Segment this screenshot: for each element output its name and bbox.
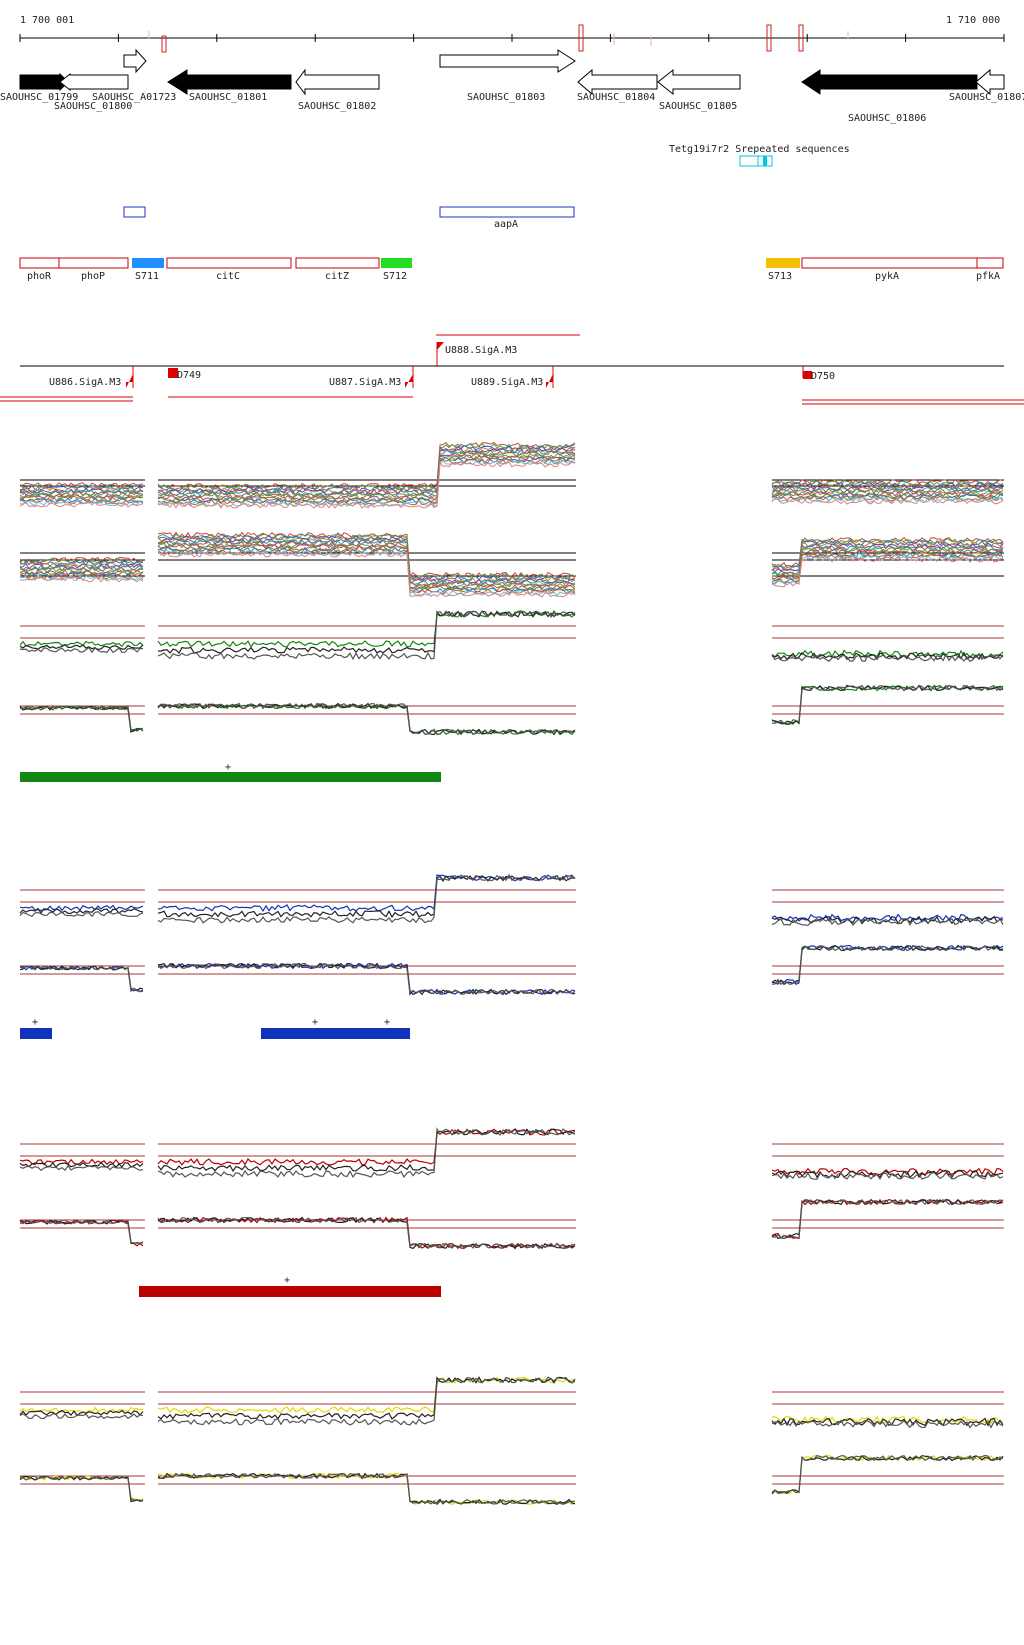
feature-track: phoR phoP S711 citC citZ S712 S713 pykA <box>19 257 1004 282</box>
blue-segment-bars[interactable]: + + + <box>20 1017 410 1039</box>
feature-citZ[interactable]: citZ <box>295 257 380 282</box>
gene-SAOUHSC_01807[interactable]: SAOUHSC_01807 <box>949 68 1024 103</box>
gene-label: SAOUHSC_01799 <box>0 92 78 103</box>
feature-S711[interactable]: S711 <box>132 258 164 282</box>
gene-label: SAOUHSC_01805 <box>659 101 737 112</box>
feature-S713[interactable]: S713 <box>766 258 800 282</box>
protein-track: aapA <box>123 206 575 230</box>
svg-text:citZ: citZ <box>325 271 349 282</box>
svg-text:S711: S711 <box>135 271 159 282</box>
svg-text:pfkA: pfkA <box>976 271 1000 282</box>
gene-label: SAOUHSC_A01723 <box>92 92 176 103</box>
ruler-ticks <box>19 34 1005 42</box>
feature-S712[interactable]: S712 <box>381 258 412 282</box>
svg-text:S712: S712 <box>383 271 407 282</box>
protein-box-aapA[interactable] <box>439 206 575 218</box>
gene-label: SAOUHSC_01802 <box>298 101 376 112</box>
gene-SAOUHSC_01803[interactable]: SAOUHSC_01803 <box>439 49 576 103</box>
gene-label: SAOUHSC_01806 <box>848 113 926 124</box>
ruler-end-label: 1 710 000 <box>946 15 1000 26</box>
protein-box-small[interactable] <box>123 206 146 218</box>
promoter-U888[interactable]: U888.SigA.M3 <box>436 342 517 366</box>
promoter-track: U886.SigA.M3 D749 U887.SigA.M3 U888.SigA… <box>0 334 1024 405</box>
feature-pykA[interactable]: pykA <box>801 257 978 282</box>
gene-label: SAOUHSC_01804 <box>577 92 655 103</box>
svg-text:S713: S713 <box>768 271 792 282</box>
svg-text:D750: D750 <box>811 371 835 382</box>
svg-text:U889.SigA.M3: U889.SigA.M3 <box>471 377 543 388</box>
svg-text:phoR: phoR <box>27 271 52 282</box>
red-segment-bar[interactable]: + <box>139 1275 441 1297</box>
repeat-track: Tetg19i7r2 Srepeated sequences <box>669 144 850 167</box>
ruler-highlight-marks <box>148 24 849 53</box>
svg-text:+: + <box>312 1017 318 1028</box>
multi-condition-profiles <box>19 441 1004 598</box>
coordinate-ruler: 1 700 001 1 710 000 <box>19 15 1005 53</box>
feature-phoR[interactable]: phoR <box>19 257 60 282</box>
svg-text:+: + <box>384 1017 390 1028</box>
svg-text:+: + <box>32 1017 38 1028</box>
green-profile-panel <box>19 609 1004 736</box>
gene-SAOUHSC_01802[interactable]: SAOUHSC_01802 <box>295 68 380 112</box>
ruler-start-label: 1 700 001 <box>20 15 74 26</box>
gene-track: SAOUHSC_01799 SAOUHSC_01800 SAOUHSC_A017… <box>0 48 1024 124</box>
blue-profile-panel <box>19 873 1004 996</box>
green-segment-bar[interactable]: + <box>20 762 441 782</box>
repeats-label: Tetg19i7r2 Srepeated sequences <box>669 144 850 155</box>
gene-label: SAOUHSC_01801 <box>189 92 267 103</box>
expression-tracks <box>19 441 1004 1506</box>
svg-text:+: + <box>225 762 231 773</box>
gene-SAOUHSC_01801[interactable]: SAOUHSC_01801 <box>167 69 292 103</box>
svg-text:citC: citC <box>216 271 240 282</box>
protein-label: aapA <box>494 219 518 230</box>
gene-SAOUHSC_01800[interactable]: SAOUHSC_01800 <box>54 72 132 112</box>
svg-text:U886.SigA.M3: U886.SigA.M3 <box>49 377 121 388</box>
svg-text:pykA: pykA <box>875 271 899 282</box>
gene-SAOUHSC_01799[interactable]: SAOUHSC_01799 <box>0 72 78 103</box>
promoter-D750[interactable]: D750 <box>802 366 835 382</box>
yellow-profile-panel <box>19 1376 1004 1506</box>
feature-citC[interactable]: citC <box>166 257 292 282</box>
gene-SAOUHSC_A01723[interactable]: SAOUHSC_A01723 <box>92 48 176 103</box>
svg-text:D749: D749 <box>177 370 201 381</box>
feature-pfkA[interactable]: pfkA <box>976 257 1004 282</box>
gene-label: SAOUHSC_01800 <box>54 101 132 112</box>
gene-label: SAOUHSC_01807 <box>949 92 1024 103</box>
gene-SAOUHSC_01805[interactable]: SAOUHSC_01805 <box>657 68 741 112</box>
red-profile-panel <box>19 1127 1004 1250</box>
svg-text:phoP: phoP <box>81 271 105 282</box>
promoter-U887[interactable]: U887.SigA.M3 <box>329 366 414 388</box>
svg-text:+: + <box>284 1275 290 1286</box>
svg-text:U888.SigA.M3: U888.SigA.M3 <box>445 345 517 356</box>
promoter-D749[interactable]: D749 <box>168 368 201 381</box>
feature-phoP[interactable]: phoP <box>58 257 129 282</box>
promoter-U889[interactable]: U889.SigA.M3 <box>471 366 554 388</box>
gene-label: SAOUHSC_01803 <box>467 92 545 103</box>
svg-text:U887.SigA.M3: U887.SigA.M3 <box>329 377 401 388</box>
gene-SAOUHSC_01804[interactable]: SAOUHSC_01804 <box>577 68 658 103</box>
gene-SAOUHSC_01806[interactable]: SAOUHSC_01806 <box>801 69 978 124</box>
promoter-U886[interactable]: U886.SigA.M3 <box>49 366 134 388</box>
